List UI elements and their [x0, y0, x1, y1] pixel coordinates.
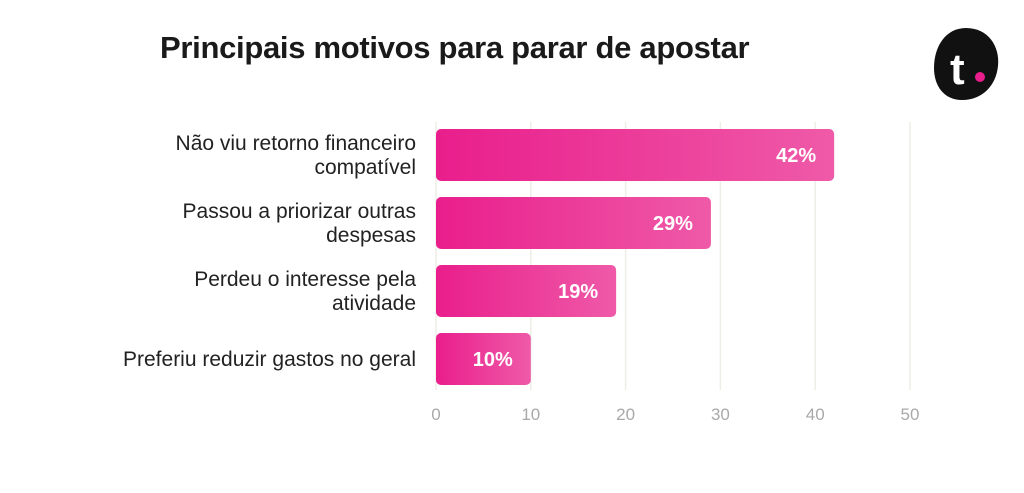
bar-value-label: 19%	[558, 281, 598, 303]
x-tick-label: 20	[616, 405, 635, 424]
x-tick-label: 10	[521, 405, 540, 424]
category-label: Perdeu o interesse pela	[194, 268, 416, 291]
logo-blob	[934, 28, 999, 100]
brand-logo-icon: t	[930, 24, 1002, 104]
x-tick-label: 30	[711, 405, 730, 424]
logo-dot	[975, 72, 985, 82]
category-label: Passou a priorizar outras	[183, 200, 416, 223]
x-axis-ticks: 0 10 20 30 40 50	[431, 405, 919, 424]
bar	[436, 333, 531, 385]
bar	[436, 265, 617, 317]
bar	[436, 197, 711, 249]
logo-letter: t	[950, 45, 965, 94]
category-label: atividade	[332, 292, 416, 315]
bar-value-label: 10%	[473, 349, 513, 371]
x-tick-label: 50	[901, 405, 920, 424]
chart-title: Principais motivos para parar de apostar	[160, 30, 750, 65]
x-tick-label: 40	[806, 405, 825, 424]
category-label: Não viu retorno financeiro	[176, 132, 416, 155]
bar	[436, 129, 835, 181]
category-label: compatível	[314, 156, 416, 179]
category-label: Preferiu reduzir gastos no geral	[123, 348, 416, 371]
x-tick-label: 0	[431, 405, 440, 424]
bar-value-label: 29%	[653, 213, 693, 235]
bar-value-label: 42%	[776, 145, 816, 167]
bars: 42% 29% 19% 10%	[436, 129, 835, 385]
category-label: despesas	[326, 224, 416, 247]
